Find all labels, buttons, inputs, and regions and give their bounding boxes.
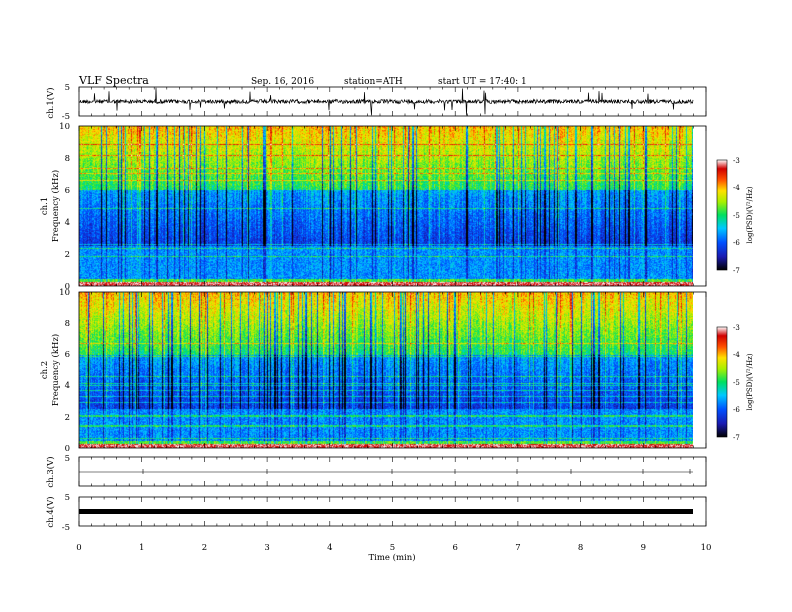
ch1-spectrogram-panel: 0 2 4 6 8 10 ch.1 Frequency (kHz) xyxy=(40,122,707,292)
ch2-colorbar-label: log(PSD)(V²/Hz) xyxy=(746,353,754,410)
ch2-colorbar: -3 -4 -5 -6 -7 log(PSD)(V²/Hz) xyxy=(716,324,754,442)
ch1-cbtick-m7: -7 xyxy=(733,267,740,275)
ch1-spectrogram-image xyxy=(79,126,693,286)
ch2-ytick-2: 2 xyxy=(65,413,70,423)
start-time-label: start UT = 17:40: 1 xyxy=(438,77,527,87)
ch1-ytick-8: 8 xyxy=(65,154,70,164)
xtick-9: 9 xyxy=(641,543,646,553)
ch4-waveform-trace xyxy=(79,509,693,514)
xtick-2: 2 xyxy=(202,543,207,553)
ch2-frequency-ticks: 0 2 4 6 8 10 xyxy=(59,288,70,454)
station-label: station=ATH xyxy=(344,77,403,87)
time-tick-marks xyxy=(78,87,707,526)
ch1-ytick-6: 6 xyxy=(65,186,70,196)
xtick-6: 6 xyxy=(452,543,457,553)
ch1-ytick-bottom: -5 xyxy=(62,112,70,122)
ch4-waveform-ylabel: ch.4(V) xyxy=(45,496,56,527)
ch1-ytick-0: 0 xyxy=(65,282,70,292)
xtick-3: 3 xyxy=(264,543,269,553)
ch1-spectrogram-ylabel-channel: ch.1 xyxy=(40,197,50,215)
ch1-colorbar: -3 -4 -5 -6 -7 log(PSD)(V²/Hz) xyxy=(716,157,754,275)
ch1-cbtick-m4: -4 xyxy=(733,184,740,192)
ch1-waveform-ylabel: ch.1(V) xyxy=(45,87,56,118)
ch2-spectrogram-ylabel-channel: ch.2 xyxy=(40,361,50,379)
ch2-cbtick-m7: -7 xyxy=(733,434,740,442)
ch1-ytick-top: 5 xyxy=(65,83,70,93)
figure-title: VLF Spectra xyxy=(78,74,149,87)
ch1-cbtick-m5: -5 xyxy=(733,212,740,220)
ch2-ytick-6: 6 xyxy=(65,350,70,360)
xtick-0: 0 xyxy=(76,543,81,553)
ch2-cbtick-m4: -4 xyxy=(733,351,740,359)
ch3-waveform-trace xyxy=(79,469,693,474)
ch1-ytick-10: 10 xyxy=(59,122,70,132)
xtick-4: 4 xyxy=(327,543,332,553)
ch2-cbtick-m6: -6 xyxy=(733,406,740,414)
xtick-7: 7 xyxy=(515,543,520,553)
xtick-8: 8 xyxy=(578,543,583,553)
ch2-cbtick-m3: -3 xyxy=(733,324,740,332)
ch4-waveform-panel: 5 -5 ch.4(V) xyxy=(45,493,707,533)
ch1-waveform-trace xyxy=(78,87,694,116)
ch2-ytick-10: 10 xyxy=(59,288,70,298)
xtick-5: 5 xyxy=(390,543,395,553)
ch1-cbtick-m6: -6 xyxy=(733,239,740,247)
ch1-ytick-4: 4 xyxy=(65,218,70,228)
ch1-waveform-panel: 5 -5 ch.1(V) xyxy=(45,83,707,122)
ch1-colorbar-scale xyxy=(716,159,728,271)
ch1-cbtick-m3: -3 xyxy=(733,157,740,165)
ch2-colorbar-scale xyxy=(716,326,728,438)
ch2-ytick-0: 0 xyxy=(65,444,70,454)
xtick-10: 10 xyxy=(701,543,712,553)
time-axis: 0 1 2 3 4 5 6 7 8 9 10 Time (min) xyxy=(76,543,711,563)
ch1-ytick-2: 2 xyxy=(65,250,70,260)
ch2-spectrogram-image xyxy=(79,292,693,448)
x-axis-label: Time (min) xyxy=(368,552,415,563)
ch3-waveform-ylabel: ch.3(V) xyxy=(45,456,56,487)
ch2-cbtick-m5: -5 xyxy=(733,379,740,387)
ch2-ytick-8: 8 xyxy=(65,319,70,329)
xtick-1: 1 xyxy=(139,543,144,553)
ch2-ytick-4: 4 xyxy=(65,381,70,391)
ch1-frequency-ticks: 0 2 4 6 8 10 xyxy=(59,122,70,292)
ch1-spectrogram-ylabel-frequency: Frequency (kHz) xyxy=(50,170,61,242)
date-label: Sep. 16, 2016 xyxy=(251,77,314,87)
ch2-spectrogram-ylabel-frequency: Frequency (kHz) xyxy=(50,334,61,406)
ch1-colorbar-label: log(PSD)(V²/Hz) xyxy=(746,186,754,243)
ch2-spectrogram-panel: 0 2 4 6 8 10 ch.2 Frequency (kHz) xyxy=(40,288,707,454)
ch4-ytick-top: 5 xyxy=(65,493,70,503)
tick-marks xyxy=(78,87,707,526)
ch3-ytick-top: 5 xyxy=(65,454,70,464)
ch4-ytick-bottom: -5 xyxy=(62,523,70,533)
ch3-waveform-panel: 5 ch.3(V) xyxy=(45,454,707,488)
